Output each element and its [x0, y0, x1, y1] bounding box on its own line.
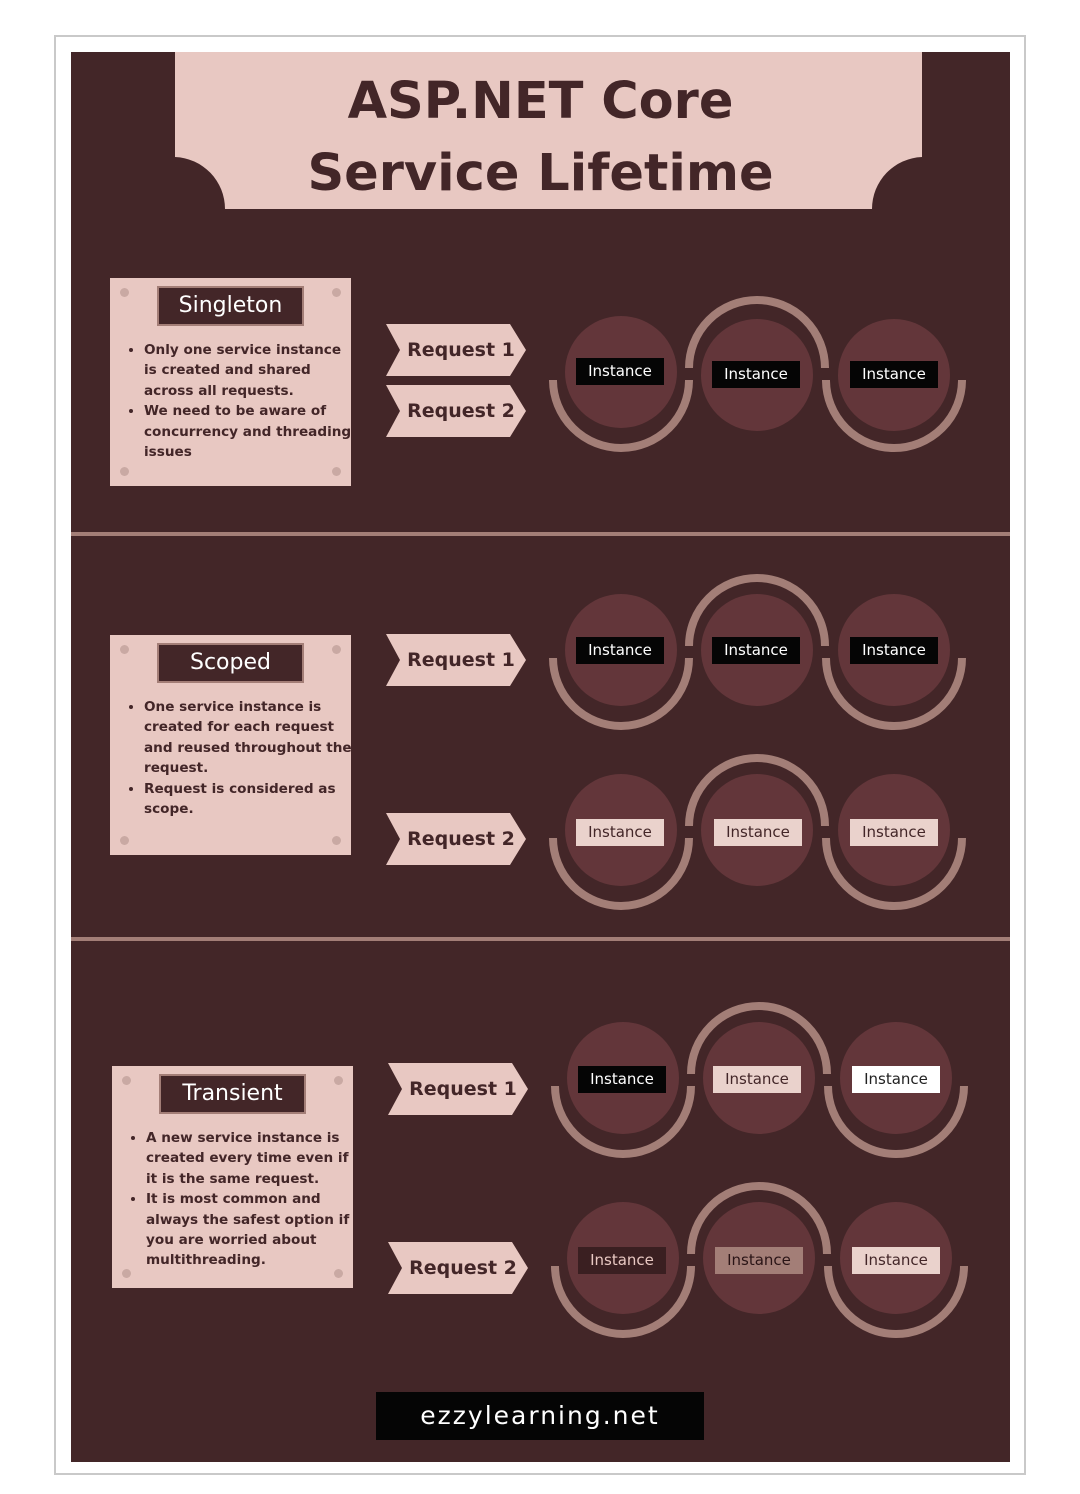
instance-tag: Instance: [715, 1247, 803, 1274]
instance-tag: Instance: [578, 1066, 666, 1093]
instance-tag: Instance: [850, 361, 938, 388]
instance-tag: Instance: [850, 819, 938, 846]
section-label: Singleton: [157, 286, 304, 326]
title-line-2: Service Lifetime: [307, 144, 774, 203]
bullet-item: A new service instance is created every …: [146, 1128, 356, 1189]
bullet-item: We need to be aware of concurrency and t…: [144, 401, 354, 462]
arc-upper-middle: [685, 296, 829, 369]
chain-transient-2: [551, 1182, 968, 1338]
request-arrow: Request 2: [386, 385, 526, 437]
instance-tag: Instance: [576, 358, 664, 385]
instance-chains: [549, 296, 968, 1338]
card-rivet: [334, 1269, 343, 1278]
card-rivet: [332, 645, 341, 654]
section-divider: [71, 532, 1010, 536]
page-title: ASP.NET Core Service Lifetime: [246, 66, 835, 216]
card-rivet: [122, 1269, 131, 1278]
card-rivet: [120, 467, 129, 476]
card-rivet: [120, 645, 129, 654]
bullet-item: Only one service instance is created and…: [144, 340, 354, 401]
card-rivet: [120, 288, 129, 297]
bullet-item: It is most common and always the safest …: [146, 1189, 356, 1271]
request-arrow: Request 1: [388, 1063, 528, 1115]
card-rivet: [332, 836, 341, 845]
card-rivet: [332, 288, 341, 297]
arc-lower-right: [822, 379, 966, 452]
title-banner: [175, 52, 922, 209]
instance-tag: Instance: [576, 637, 664, 664]
request-arrow: Request 2: [388, 1242, 528, 1294]
instance-tag: Instance: [712, 637, 800, 664]
card-rivet: [332, 467, 341, 476]
instance-tag: Instance: [714, 819, 802, 846]
request-label: Request 2: [407, 828, 515, 850]
section-label: Scoped: [157, 643, 304, 683]
instance-tag: Instance: [850, 637, 938, 664]
request-label: Request 1: [409, 1078, 517, 1100]
infographic-poster: ASP.NET Core Service Lifetime Singleton …: [71, 52, 1010, 1462]
request-arrow: Request 2: [386, 813, 526, 865]
arc-lower-left: [549, 379, 693, 452]
request-arrow: Request 1: [386, 324, 526, 376]
bullet-list: One service instance is created for each…: [130, 697, 354, 819]
section-divider: [71, 937, 1010, 941]
footer-site-label: ezzylearning.net: [376, 1392, 704, 1440]
chain-scoped-2: [549, 754, 966, 910]
bullet-list: A new service instance is created every …: [132, 1128, 356, 1271]
instance-tag: Instance: [852, 1066, 940, 1093]
card-transient: Transient A new service instance is crea…: [112, 1066, 353, 1288]
instance-tag: Instance: [576, 819, 664, 846]
instance-tag: Instance: [578, 1247, 666, 1274]
card-scoped: Scoped One service instance is created f…: [110, 635, 354, 855]
request-label: Request 1: [407, 649, 515, 671]
bullet-item: One service instance is created for each…: [144, 697, 354, 779]
card-singleton: Singleton Only one service instance is c…: [110, 278, 351, 486]
bullet-item: Request is considered as scope.: [144, 779, 354, 820]
instance-tag: Instance: [852, 1247, 940, 1274]
request-arrow: Request 1: [386, 634, 526, 686]
instance-tag: Instance: [712, 361, 800, 388]
card-rivet: [120, 836, 129, 845]
bullet-list: Only one service instance is created and…: [130, 340, 354, 462]
card-rivet: [122, 1076, 131, 1085]
request-label: Request 2: [407, 400, 515, 422]
title-line-1: ASP.NET Core: [347, 72, 734, 131]
request-label: Request 1: [407, 339, 515, 361]
section-label: Transient: [159, 1074, 306, 1114]
instance-tag: Instance: [713, 1066, 801, 1093]
request-label: Request 2: [409, 1257, 517, 1279]
card-rivet: [334, 1076, 343, 1085]
